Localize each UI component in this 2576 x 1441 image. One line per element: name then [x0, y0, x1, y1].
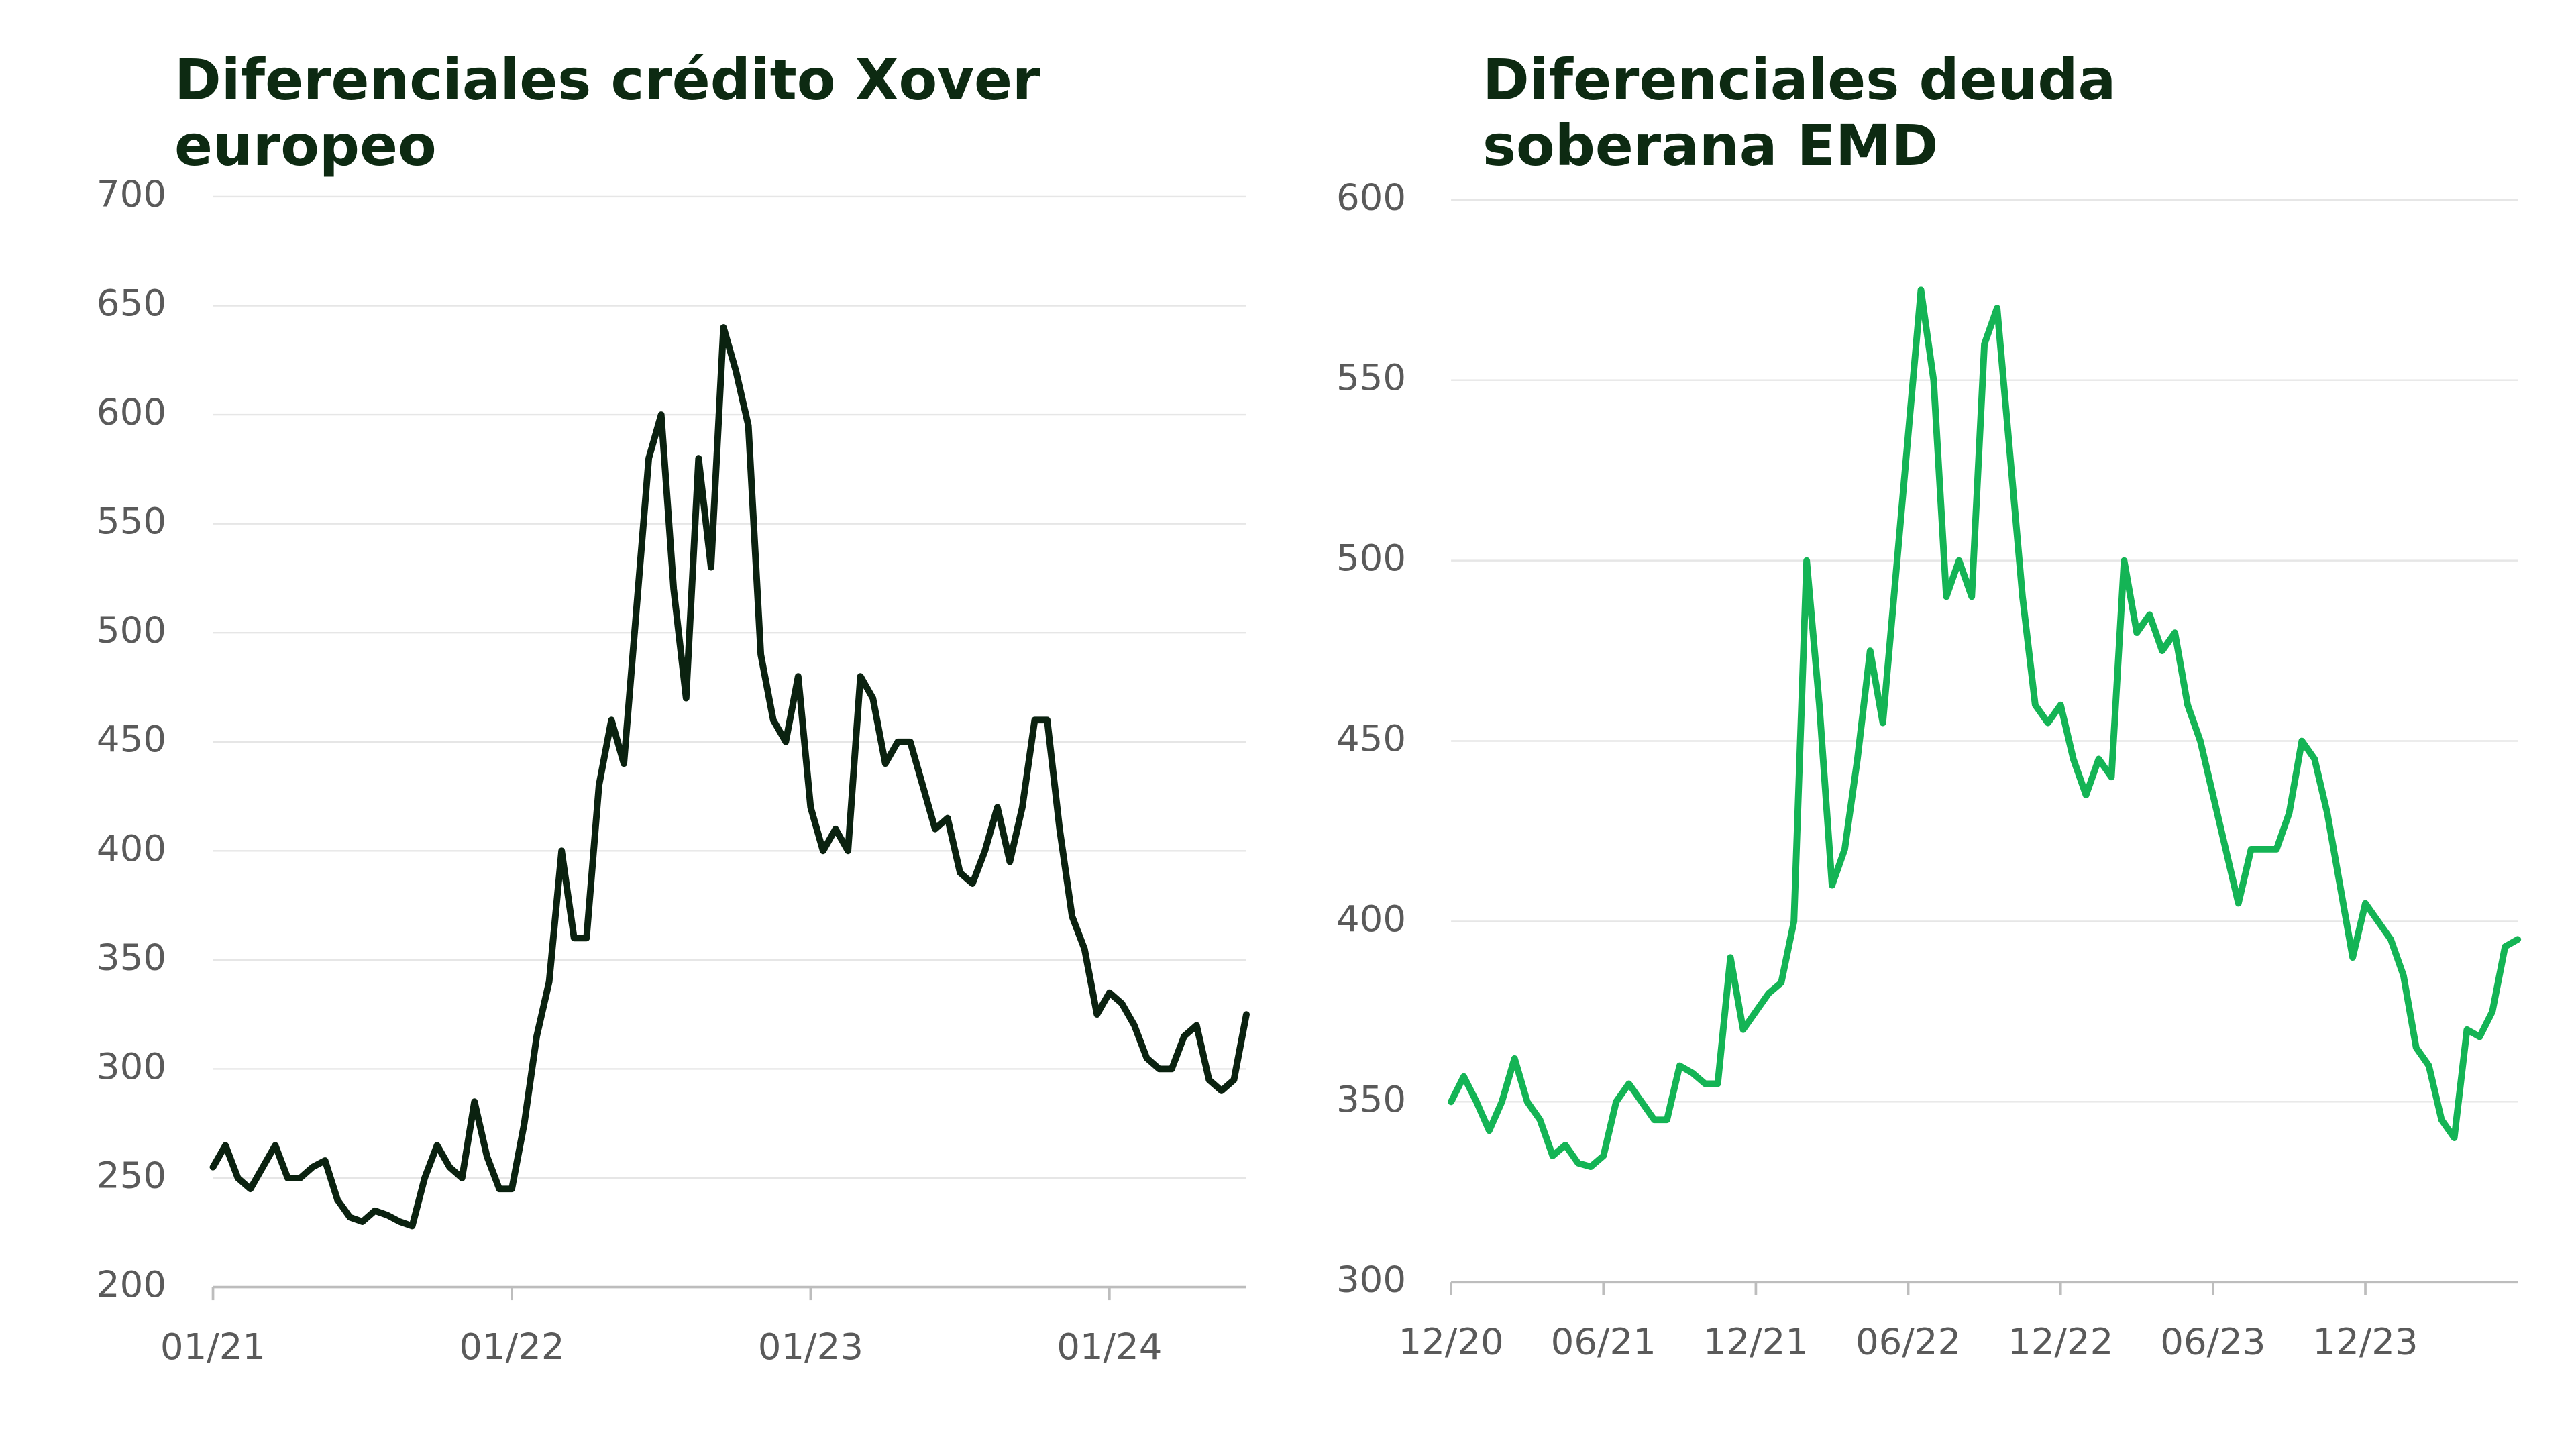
x-tick-label: 01/22 [459, 1326, 564, 1368]
y-tick-label: 650 [97, 282, 166, 324]
y-tick-label: 550 [1336, 357, 1406, 399]
x-tick-label: 01/21 [160, 1326, 266, 1368]
y-tick-label: 450 [97, 718, 166, 761]
x-tick-label: 06/22 [1856, 1321, 1961, 1363]
data-line [1448, 286, 2522, 1171]
y-tick-label: 550 [97, 500, 166, 543]
y-tick-label: 300 [97, 1045, 166, 1087]
x-tick-label: 12/21 [1703, 1321, 1809, 1363]
chart-title: Diferenciales crédito Xover europeo [174, 47, 1040, 178]
x-tick-label: 06/21 [1551, 1321, 1656, 1363]
data-line [209, 324, 1250, 1230]
x-tick-label: 01/24 [1057, 1326, 1162, 1368]
x-tick-label: 06/23 [2160, 1321, 2265, 1363]
chart-title: Diferenciales deuda soberana EMD [1483, 47, 2116, 178]
y-tick-label: 450 [1336, 717, 1406, 759]
y-tick-label: 200 [97, 1263, 166, 1305]
y-tick-label: 350 [97, 937, 166, 979]
y-tick-label: 600 [1336, 176, 1406, 219]
y-tick-label: 250 [97, 1155, 166, 1197]
y-tick-label: 500 [97, 609, 166, 651]
y-tick-label: 600 [97, 391, 166, 433]
x-tick-label: 01/23 [758, 1326, 863, 1368]
y-tick-label: 400 [1336, 898, 1406, 940]
y-tick-label: 350 [1336, 1078, 1406, 1120]
y-tick-label: 500 [1336, 537, 1406, 580]
y-tick-label: 400 [97, 827, 166, 869]
x-tick-label: 12/20 [1398, 1321, 1503, 1363]
x-tick-label: 12/22 [2008, 1321, 2113, 1363]
y-tick-label: 300 [1336, 1259, 1406, 1301]
y-tick-label: 700 [97, 173, 166, 215]
x-tick-label: 12/23 [2312, 1321, 2418, 1363]
